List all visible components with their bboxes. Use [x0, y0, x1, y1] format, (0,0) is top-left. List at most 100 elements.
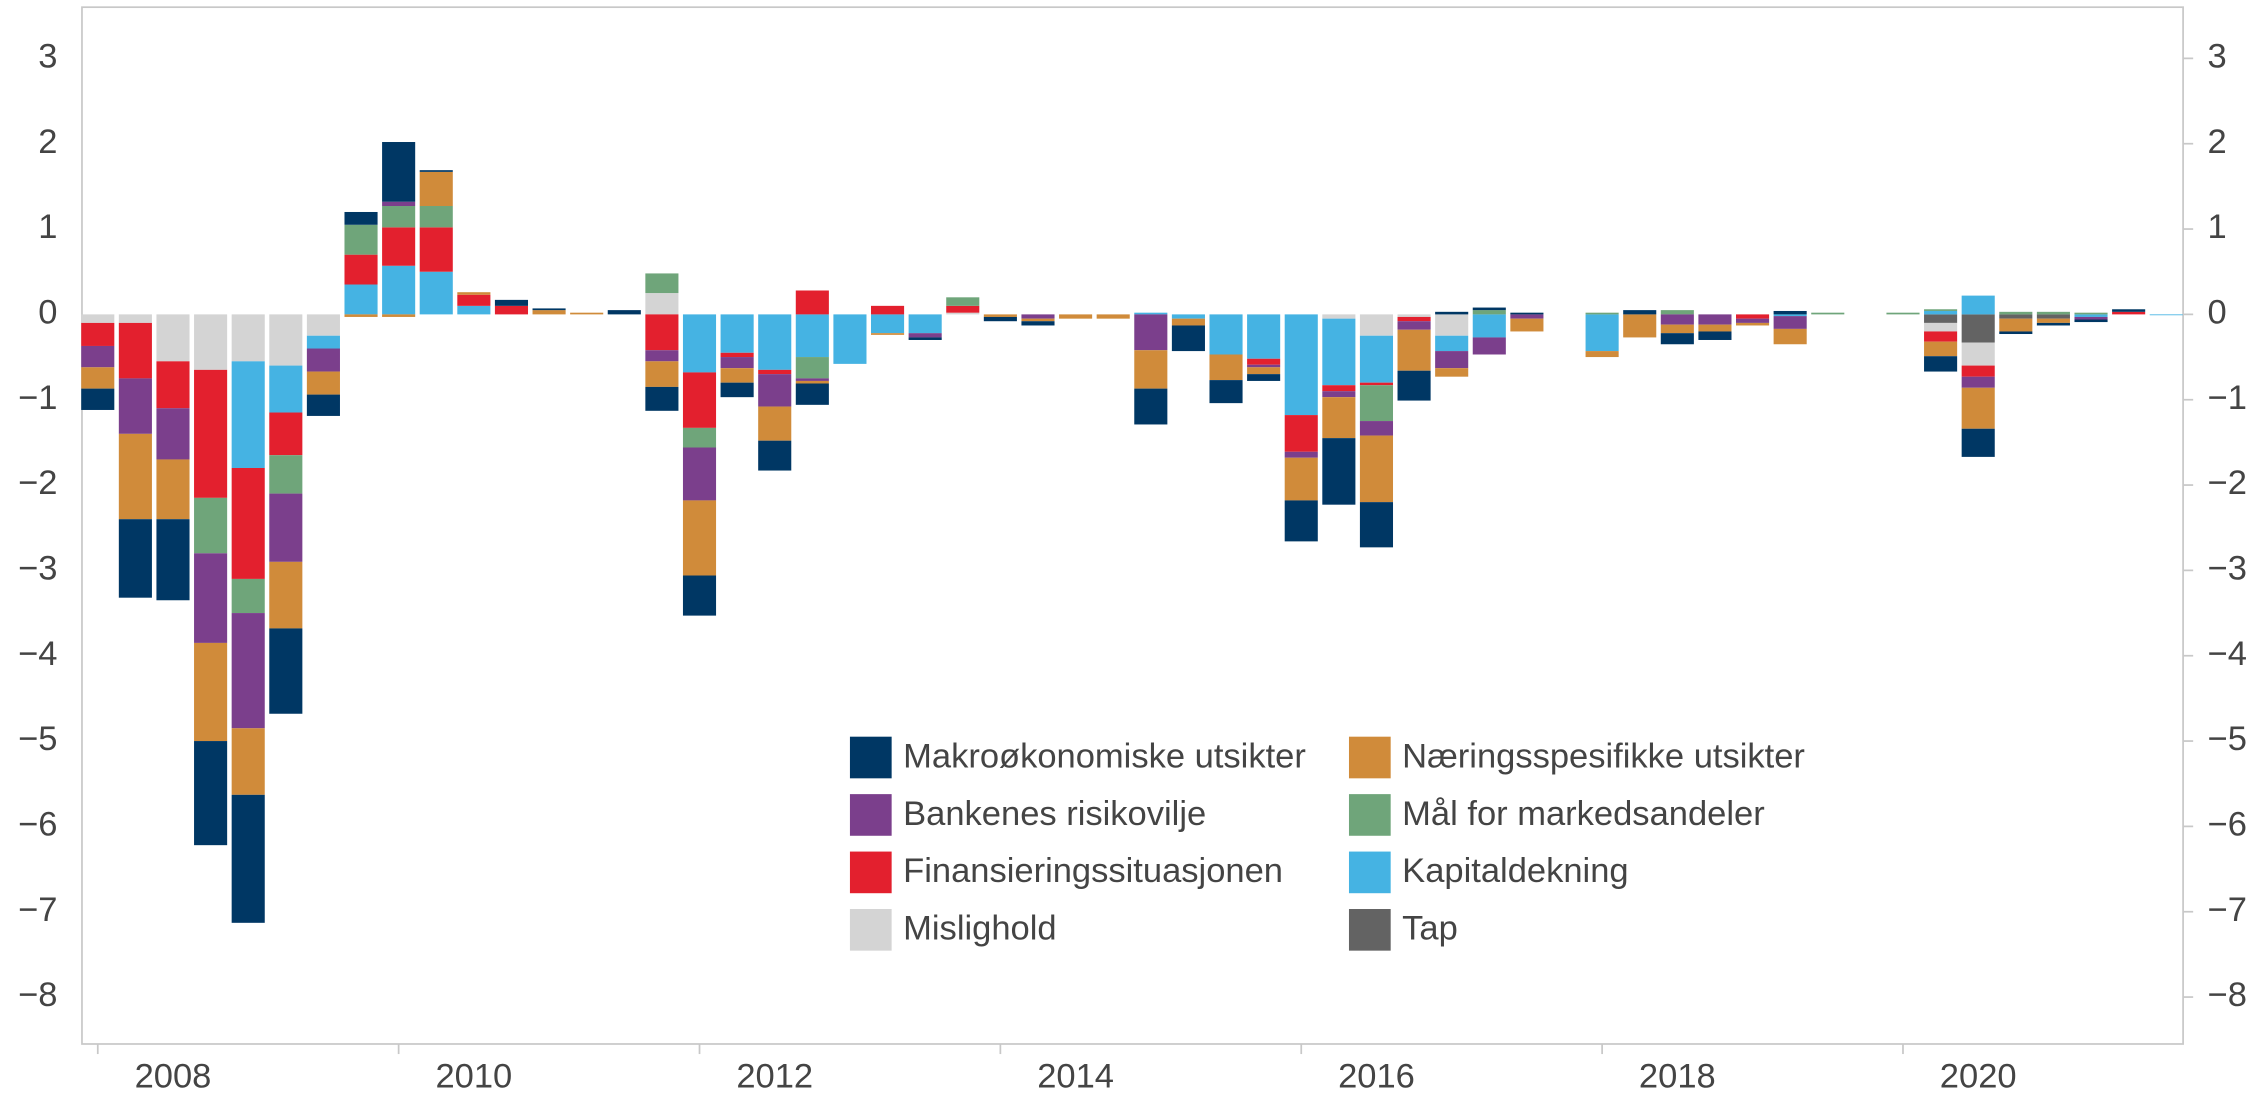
bar-segment — [1623, 314, 1657, 338]
bar-segment — [720, 382, 754, 398]
bar-segment — [532, 310, 566, 315]
plot-frame — [81, 6, 2184, 1045]
bar-segment — [419, 171, 453, 207]
bar-segment — [1021, 314, 1055, 319]
bar-segment — [194, 314, 228, 370]
bar-segment — [1999, 311, 2033, 315]
bar-segment — [1698, 314, 1732, 325]
bar-segment — [1924, 331, 1958, 342]
bar-segment — [1924, 314, 1958, 323]
bar-segment — [871, 333, 905, 335]
bar-segment — [1397, 370, 1431, 401]
bar-segment — [344, 314, 378, 317]
bar-segment — [1021, 321, 1055, 326]
bar-segment — [457, 292, 491, 295]
bar-segment — [382, 206, 416, 228]
bar-segment — [382, 227, 416, 266]
bar-segment — [720, 352, 754, 358]
bar-segment — [382, 201, 416, 207]
bar-segment — [720, 314, 754, 353]
bar-segment — [1209, 354, 1243, 381]
bar-segment — [118, 519, 152, 598]
bar-segment — [494, 299, 529, 306]
bar-segment — [2074, 314, 2108, 317]
bar-segment — [1961, 387, 1995, 429]
bar-segment — [1698, 331, 1732, 340]
bar-segment — [983, 314, 1017, 317]
bar-segment — [1510, 312, 1544, 315]
bar-segment — [344, 284, 378, 315]
bar-segment — [1322, 391, 1356, 398]
bar-segment — [1059, 314, 1093, 319]
bar-segment — [419, 170, 453, 172]
bar-segment — [494, 305, 529, 315]
bar-segment — [344, 211, 378, 225]
bar-segment — [1284, 457, 1318, 501]
bar-segment — [682, 314, 717, 373]
bar-segment — [1924, 341, 1958, 357]
bar-segment — [1924, 310, 1958, 315]
bar-segment — [156, 314, 190, 362]
bar-segment — [682, 372, 717, 428]
bar-segment — [1134, 314, 1168, 351]
bar-segment — [908, 314, 942, 334]
bar-segment — [1660, 314, 1694, 325]
bar-segment — [269, 455, 303, 494]
bar-segment — [1924, 322, 1958, 332]
bar-segment — [156, 408, 190, 460]
y-tick-label-left: −2 — [18, 464, 57, 502]
y-tick-label-left: 0 — [38, 294, 57, 332]
bar-segment — [758, 369, 792, 375]
bar-segment — [1247, 314, 1281, 359]
y-tick-label-right: −6 — [2208, 806, 2247, 844]
bar-segment — [1322, 314, 1356, 319]
bar-segment — [1397, 314, 1431, 317]
bar-segment — [607, 310, 641, 315]
bar-segment — [1886, 312, 1920, 315]
bar-segment — [1961, 428, 1995, 457]
bar-segment — [1209, 380, 1243, 404]
bar-segment — [156, 459, 190, 520]
bar-segment — [2149, 314, 2183, 316]
bar-segment — [1736, 322, 1770, 326]
bar-segment — [1322, 438, 1356, 505]
y-tick-label-right: −5 — [2208, 720, 2247, 758]
bar-segment — [1397, 316, 1431, 322]
bar-segment — [2074, 312, 2108, 315]
bar-segment — [1660, 310, 1694, 315]
bar-segment — [306, 335, 340, 349]
bar-segment — [645, 314, 679, 351]
legend-label: Kapitaldekning — [1402, 852, 1628, 890]
bar-segment — [2036, 318, 2070, 323]
bar-segment — [269, 493, 303, 562]
bar-segment — [269, 314, 303, 366]
bar-segment — [1999, 314, 2033, 319]
bar-segment — [419, 271, 453, 315]
bar-segment — [795, 380, 829, 384]
bar-segment — [871, 314, 905, 334]
bar-segment — [1472, 314, 1506, 338]
bar-segment — [1435, 311, 1469, 315]
bar-segment — [532, 308, 566, 311]
legend-label: Tap — [1402, 910, 1458, 948]
bar-segment — [795, 357, 829, 379]
y-tick-label-right: −4 — [2208, 635, 2247, 673]
bar-segment — [457, 305, 491, 315]
bar-segment — [795, 378, 829, 381]
bar-segment — [1736, 314, 1770, 319]
bar-segment — [306, 348, 340, 372]
bar-segment — [194, 741, 228, 846]
y-tick-label-left: 1 — [38, 208, 57, 246]
bar-segment — [645, 293, 679, 315]
bar-segment — [1171, 325, 1205, 352]
bar-segment — [946, 297, 980, 306]
bar-segment — [1284, 415, 1318, 452]
bar-segment — [231, 794, 265, 923]
bar-segment — [231, 578, 265, 614]
bar-segment — [269, 561, 303, 629]
bar-segment — [1322, 397, 1356, 439]
bar-segment — [1322, 318, 1356, 386]
bar-segment — [1510, 318, 1544, 332]
